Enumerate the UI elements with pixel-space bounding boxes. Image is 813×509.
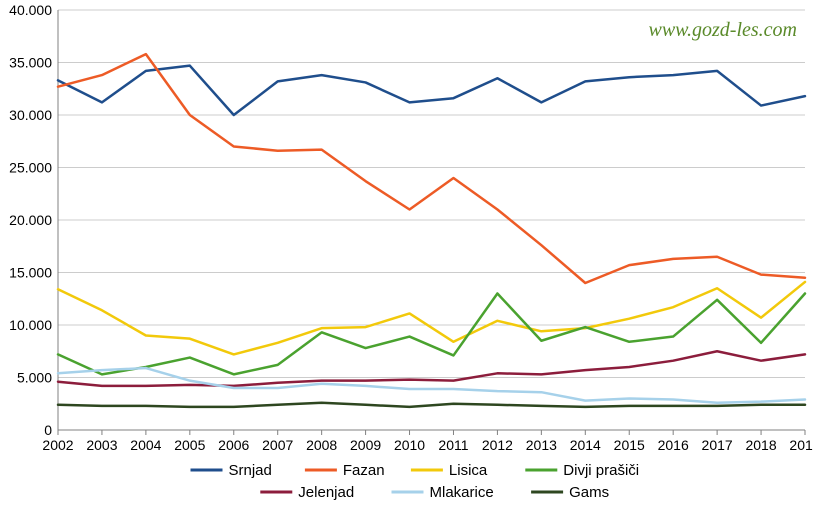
legend-label: Mlakarice <box>430 484 494 501</box>
legend-label: Gams <box>569 484 609 501</box>
x-tick-label: 2005 <box>174 437 205 453</box>
legend-label: Divji prašiči <box>563 462 639 479</box>
x-tick-label: 2016 <box>658 437 689 453</box>
x-tick-label: 2010 <box>394 437 425 453</box>
y-tick-label: 40.000 <box>9 2 52 18</box>
chart-svg: 0 5.000 10.000 15.000 20.000 25.000 30.000 35.0… <box>0 0 813 509</box>
y-tick-label: 20.000 <box>9 212 52 228</box>
x-tick-label: 2009 <box>350 437 381 453</box>
x-tick-label: 2002 <box>42 437 73 453</box>
line-chart: 0 5.000 10.000 15.000 20.000 25.000 30.000 35.0… <box>0 0 813 509</box>
x-tick-label: 2019 <box>789 437 813 453</box>
y-tick-label: 35.000 <box>9 55 52 71</box>
x-tick-label: 2014 <box>570 437 601 453</box>
x-tick-label: 2003 <box>86 437 117 453</box>
x-tick-label: 2007 <box>262 437 293 453</box>
x-tick-label: 2008 <box>306 437 337 453</box>
x-tick-label: 2017 <box>702 437 733 453</box>
x-tick-label: 2012 <box>482 437 513 453</box>
x-tick-label: 2013 <box>526 437 557 453</box>
legend-label: Lisica <box>449 462 488 479</box>
watermark: www.gozd-les.com <box>648 19 797 41</box>
legend-label: Jelenjad <box>298 484 354 501</box>
y-tick-label: 10.000 <box>9 317 52 333</box>
x-tick-label: 2006 <box>218 437 249 453</box>
x-tick-label: 2004 <box>130 437 161 453</box>
y-tick-label: 0 <box>44 422 52 438</box>
x-tick-label: 2015 <box>614 437 645 453</box>
y-tick-label: 30.000 <box>9 107 52 123</box>
y-tick-label: 15.000 <box>9 265 52 281</box>
legend-label: Fazan <box>343 462 385 479</box>
x-tick-label: 2011 <box>438 437 468 453</box>
y-tick-label: 25.000 <box>9 160 52 176</box>
y-tick-label: 5.000 <box>17 370 52 386</box>
x-tick-label: 2018 <box>745 437 776 453</box>
legend-label: Srnjad <box>229 462 272 479</box>
